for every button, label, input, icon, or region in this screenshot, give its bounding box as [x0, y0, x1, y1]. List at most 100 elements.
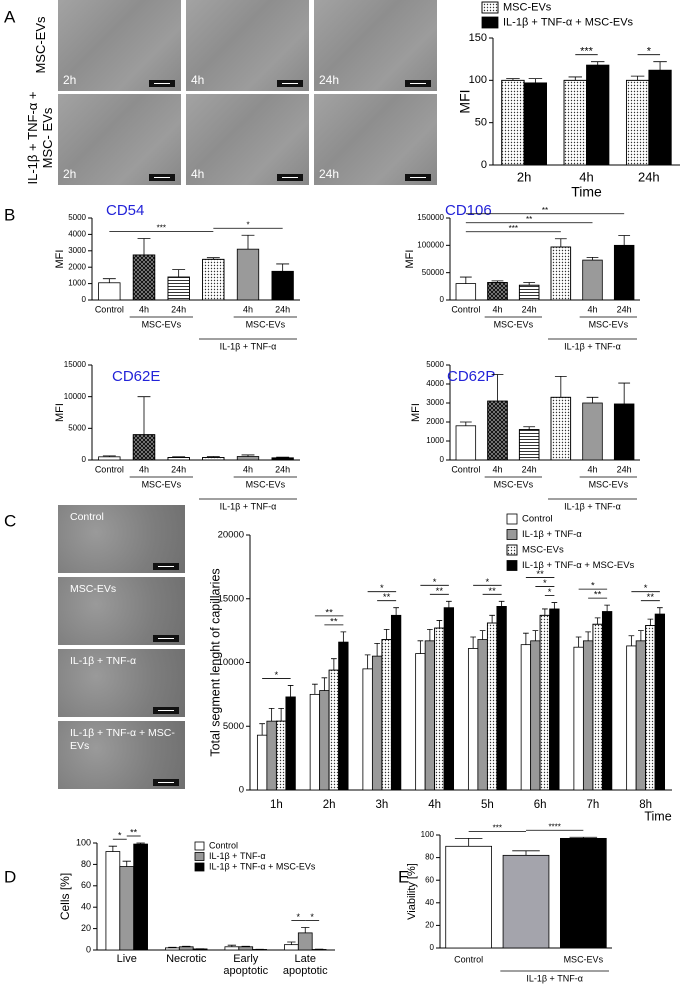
bar: [271, 457, 294, 461]
error-bar: [523, 282, 536, 286]
significance-label: *: [380, 583, 384, 594]
bar-pattern: [486, 622, 498, 791]
bar: [424, 640, 436, 791]
significance-label: **: [130, 827, 138, 837]
x-tick-label: MSC-EVs: [564, 954, 604, 964]
error-bar: [268, 708, 275, 722]
y-axis-label: Total segment lenght of capillaries: [208, 568, 222, 756]
error-bar: [491, 280, 504, 283]
y-tick-label: 1000: [426, 436, 444, 445]
significance-label: ***: [509, 224, 518, 233]
bar: [582, 402, 603, 461]
x-tick-label: 4h: [243, 464, 253, 474]
error-bar: [498, 600, 505, 607]
legend-swatch: [194, 852, 205, 861]
bar: [224, 946, 240, 951]
error-bar: [102, 455, 116, 457]
legend-label: Control: [209, 840, 238, 850]
significance-label: ***: [157, 224, 166, 233]
y-tick-label: 5000: [223, 721, 244, 732]
significance-label: ***: [493, 823, 502, 832]
bar-pattern: [202, 258, 225, 301]
x-tick-label: 4h: [492, 464, 502, 474]
y-tick-label: 100: [76, 837, 91, 847]
bar: [635, 640, 647, 791]
error-bar: [206, 257, 220, 260]
bar: [530, 640, 541, 791]
bar: [443, 607, 455, 791]
x-tick-label: Control: [451, 464, 480, 474]
error-bar: [569, 836, 598, 839]
bar: [626, 645, 637, 791]
x-tick-label: 24h: [171, 464, 186, 474]
x-tick-label: 2h: [517, 169, 531, 184]
x-tick-label: 24h: [171, 304, 186, 314]
bar-pattern: [132, 434, 156, 461]
bar: [445, 845, 493, 949]
group-label: MSC-EVs: [494, 479, 534, 489]
legend-swatch-pattern: [506, 544, 518, 556]
bar: [119, 866, 135, 951]
x-tick-label: 4h: [428, 799, 441, 811]
y-axis-label: MFI: [457, 89, 473, 113]
error-bar: [276, 456, 290, 458]
bar: [586, 64, 610, 166]
bar-pattern: [539, 614, 551, 791]
group-label: MSC-EVs: [494, 319, 534, 329]
legend-label: IL-1β + TNF-α + MSC-EVs: [522, 560, 635, 571]
error-bar: [554, 376, 567, 398]
legend-swatch-pattern: [481, 1, 499, 14]
error-bar: [568, 76, 583, 81]
bar: [266, 720, 277, 791]
significance-label: **: [325, 607, 333, 618]
y-tick-label: 0: [82, 295, 87, 304]
bar: [238, 946, 254, 951]
bar: [309, 693, 321, 791]
bar: [560, 837, 607, 949]
error-bar: [227, 944, 237, 947]
x-tick-label: 5h: [481, 799, 494, 811]
group-label: IL-1β + TNF-α: [220, 341, 277, 351]
y-tick-label: 50: [475, 117, 487, 129]
error-bar: [241, 945, 250, 947]
chart-title: CD62P: [447, 368, 495, 385]
error-bar: [241, 234, 255, 250]
error-bar: [331, 658, 337, 671]
x-tick-label: Control: [95, 304, 124, 314]
error-bar: [364, 654, 371, 669]
error-bar: [491, 374, 504, 402]
error-bar: [554, 238, 567, 247]
error-bar: [459, 421, 472, 426]
x-tick-label: 4h: [243, 304, 253, 314]
bar: [256, 734, 268, 791]
significance-label: ***: [580, 46, 594, 58]
y-axis-label: Cells [%]: [58, 873, 72, 920]
error-bar: [136, 842, 145, 845]
legend-label: MSC-EVs: [503, 1, 552, 13]
group-label: MSC-EVs: [246, 319, 286, 329]
significance-label: **: [383, 592, 391, 603]
y-tick-label: 100000: [417, 240, 444, 249]
y-axis-label: MFI: [54, 250, 66, 269]
significance-label: **: [594, 590, 602, 601]
error-bar: [454, 837, 483, 847]
bar: [601, 611, 613, 791]
group-label: MSC-EVs: [589, 319, 629, 329]
error-bar: [122, 860, 131, 867]
error-bar: [586, 256, 599, 261]
legend-swatch: [194, 841, 205, 851]
bar: [98, 456, 121, 461]
bar: [236, 456, 260, 461]
error-bar: [374, 642, 380, 657]
error-bar: [470, 636, 476, 649]
y-axis-label: MFI: [404, 250, 416, 269]
y-axis-label: MFI: [410, 403, 422, 422]
y-tick-label: 15000: [218, 593, 244, 604]
bar-pattern: [518, 429, 540, 461]
y-axis-label: MFI: [54, 403, 66, 422]
significance-label: **: [542, 206, 548, 215]
error-bar: [630, 75, 645, 81]
bar-pattern: [434, 627, 445, 791]
x-axis-label: Time: [644, 809, 671, 823]
